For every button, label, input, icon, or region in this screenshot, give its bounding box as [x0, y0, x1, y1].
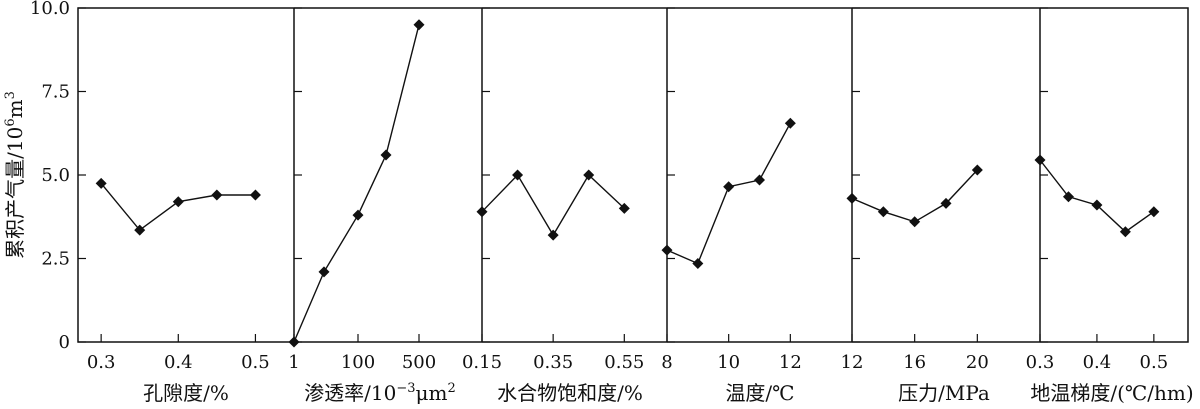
- x-axis-title-permeability-sup2: 2: [448, 381, 456, 396]
- data-point: [172, 196, 184, 208]
- y-axis-title-sup2: 3: [3, 91, 18, 99]
- x-tick-label: 0.15: [462, 352, 502, 373]
- panel-1: 1 100 500: [288, 7, 436, 373]
- data-point: [618, 202, 630, 214]
- x-tick-label: 0.5: [241, 352, 270, 373]
- data-point: [95, 177, 107, 189]
- y-tick-labels: 0 2.5 5.0 7.5 10.0: [30, 0, 70, 353]
- x-axis-title-geothermal-gradient: 地温梯度/(℃/hm): [1030, 381, 1193, 405]
- panel-4: 12 16 20: [841, 7, 989, 373]
- data-point: [288, 336, 300, 348]
- data-point: [1119, 226, 1131, 238]
- data-point: [583, 169, 595, 181]
- x-axis-title-porosity: 孔隙度/%: [143, 381, 229, 405]
- y-tick-label: 5.0: [41, 165, 70, 186]
- x-axis-title-permeability-sup: −3: [396, 381, 415, 396]
- y-axis-title-main: 累积产气量/10: [3, 127, 27, 259]
- x-tick-label: 0.3: [87, 352, 116, 373]
- y-tick-label: 7.5: [41, 82, 70, 103]
- data-point: [784, 117, 796, 129]
- x-tick-label: 0.5: [1140, 352, 1169, 373]
- data-point: [134, 224, 146, 236]
- data-point: [877, 206, 889, 218]
- x-axis-title-permeability: 渗透率/10−3μm2: [304, 381, 456, 405]
- chart-panels: 0.3 0.4 0.5 1 100 500 0.15 0.35 0.55 8 10 12 12 16 20 0…: [77, 7, 1189, 373]
- x-axis-title-saturation: 水合物饱和度/%: [497, 381, 643, 405]
- series-line: [293, 24, 420, 343]
- y-axis-title: 累积产气量/106m3: [3, 91, 27, 259]
- data-point: [940, 197, 952, 209]
- data-point: [352, 209, 364, 221]
- x-tick-label: 100: [341, 352, 375, 373]
- data-point: [318, 266, 330, 278]
- data-point: [661, 244, 673, 256]
- data-point: [413, 19, 425, 31]
- x-tick-label: 16: [903, 352, 926, 373]
- data-point: [1148, 206, 1160, 218]
- x-tick-label: 0.35: [533, 352, 573, 373]
- data-point: [1062, 191, 1074, 203]
- x-tick-label: 20: [966, 352, 989, 373]
- x-tick-label: 0.55: [604, 352, 644, 373]
- x-tick-label: 500: [402, 352, 436, 373]
- panel-5: 0.3 0.4 0.5: [1026, 7, 1169, 373]
- x-tick-label: 1: [288, 352, 299, 373]
- data-point: [1034, 154, 1046, 166]
- data-point: [512, 169, 524, 181]
- data-point: [547, 229, 559, 241]
- data-point: [1091, 199, 1103, 211]
- series-line: [481, 173, 625, 237]
- x-axis-title-pressure: 压力/MPa: [898, 381, 990, 405]
- y-axis-title-mid: m: [3, 99, 27, 118]
- y-tick-label: 0: [59, 332, 70, 353]
- x-tick-label: 0.4: [164, 352, 193, 373]
- data-point: [909, 216, 921, 228]
- x-axis-title-permeability-unit: μm: [416, 381, 448, 405]
- data-point: [692, 258, 704, 270]
- plot-frame: [77, 7, 1189, 343]
- series-line: [1039, 159, 1155, 233]
- series-line: [666, 122, 791, 265]
- data-point: [211, 189, 223, 201]
- panel-2: 0.15 0.35 0.55: [462, 7, 644, 373]
- data-point: [846, 192, 858, 204]
- data-point: [380, 149, 392, 161]
- series-line: [851, 169, 978, 223]
- x-tick-label: 12: [779, 352, 802, 373]
- x-axis-title-permeability-main: 渗透率/10: [304, 381, 396, 405]
- data-point: [723, 181, 735, 193]
- x-tick-label: 8: [661, 352, 672, 373]
- x-tick-label: 12: [841, 352, 864, 373]
- x-tick-label: 0.3: [1026, 352, 1055, 373]
- panel-3: 8 10 12: [661, 7, 802, 373]
- data-point: [249, 189, 261, 201]
- data-point: [476, 206, 488, 218]
- x-tick-label: 10: [717, 352, 740, 373]
- x-axis-title-temperature: 温度/℃: [725, 381, 794, 405]
- y-axis-title-sup1: 6: [3, 118, 18, 126]
- data-point: [971, 164, 983, 176]
- y-tick-label: 2.5: [41, 249, 70, 270]
- x-tick-label: 0.4: [1083, 352, 1112, 373]
- data-point: [754, 174, 765, 186]
- panel-0: 0.3 0.4 0.5: [78, 7, 270, 373]
- y-tick-label: 10.0: [30, 0, 70, 19]
